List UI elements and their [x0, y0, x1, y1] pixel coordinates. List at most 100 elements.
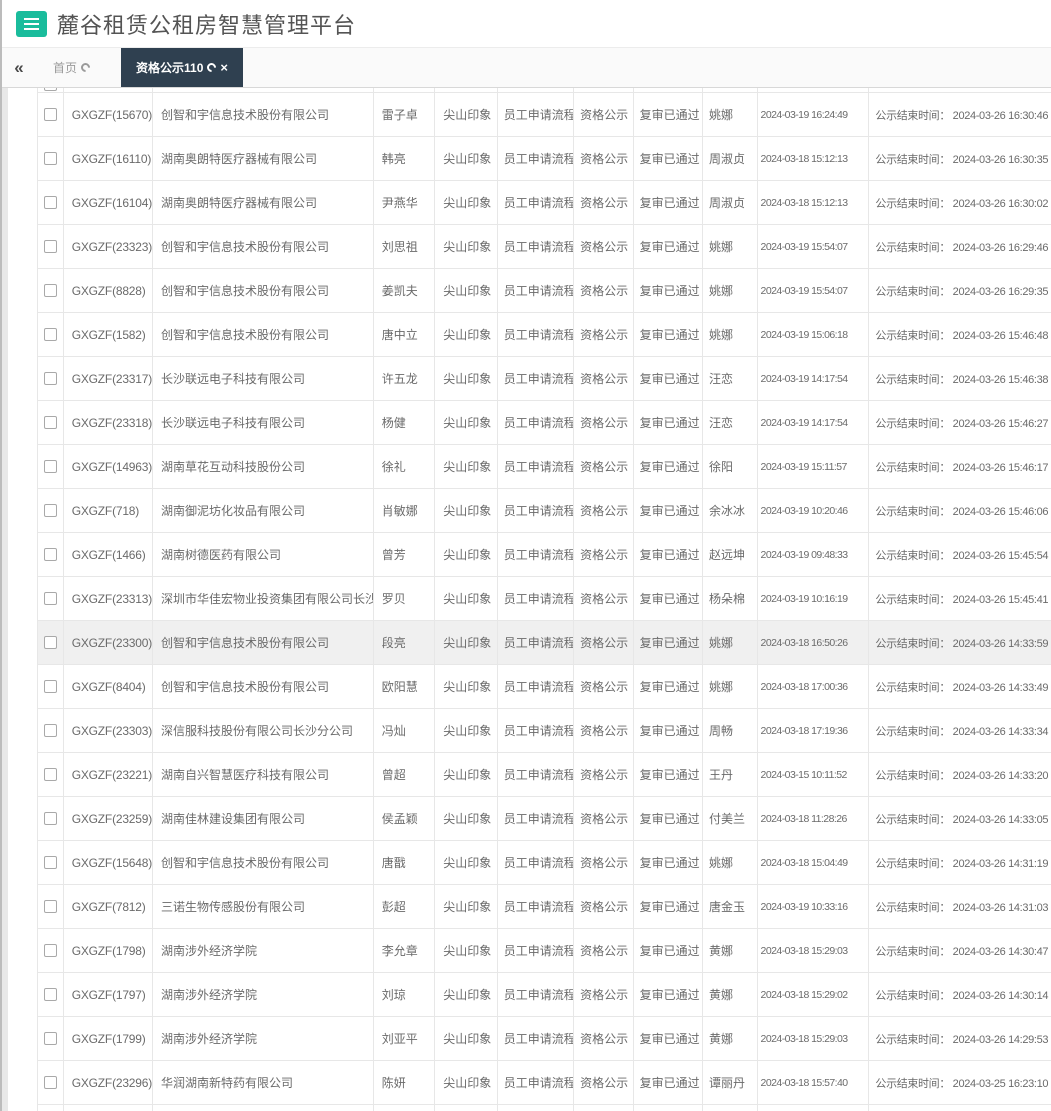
cell-applicant-name: 杨健 [374, 401, 436, 444]
cell-applicant-name: 彭超 [374, 885, 436, 928]
row-checkbox[interactable] [43, 988, 57, 1001]
cell-apply-time: 2024-03-18 15:29:02 [758, 973, 870, 1016]
table-row[interactable]: GXGZF(1799) 湖南涉外经济学院 刘亚平 尖山印象 员工申请流程 资格公… [37, 1017, 1051, 1061]
row-checkbox[interactable] [43, 88, 57, 91]
table-row[interactable]: GXGZF(16110) 湖南奥朗特医疗器械有限公司 韩亮 尖山印象 员工申请流… [37, 137, 1051, 181]
cell-applicant-name: 欧阳慧 [374, 665, 436, 708]
refresh-icon[interactable] [79, 61, 92, 74]
row-checkbox-cell [37, 753, 64, 796]
cell-project-name: 尖山印象 [435, 225, 498, 268]
row-checkbox[interactable] [43, 548, 57, 561]
table-row[interactable]: GXGZF(23318) 长沙联远电子科技有限公司 杨健 尖山印象 员工申请流程… [37, 401, 1051, 445]
table-row[interactable]: GXGZF(8404) 创智和宇信息技术股份有限公司 欧阳慧 尖山印象 员工申请… [37, 665, 1051, 709]
cell-publicity-end-time: 公示结束时间： 2024-03-26 14:33:34 [875, 725, 1049, 738]
row-checkbox[interactable] [43, 592, 57, 605]
cell-review-status: 复审已通过 [634, 841, 703, 884]
row-checkbox[interactable] [43, 724, 57, 737]
cell-applicant-name: 徐礼 [374, 445, 436, 488]
cell-company-name: 创智和宇信息技术股份有限公司 [153, 313, 374, 356]
row-checkbox[interactable] [43, 812, 57, 825]
table-row[interactable]: GXGZF(8828) 创智和宇信息技术股份有限公司 姜凯夫 尖山印象 员工申请… [37, 269, 1051, 313]
cell-project-name: 尖山印象 [435, 445, 498, 488]
row-checkbox[interactable] [43, 284, 57, 297]
table-row[interactable]: GXGZF(23303) 深信服科技股份有限公司长沙分公司 冯灿 尖山印象 员工… [37, 709, 1051, 753]
cell-apply-time: 2024-03-18 15:04:49 [758, 841, 870, 884]
table-row[interactable]: GXGZF(16104) 湖南奥朗特医疗器械有限公司 尹燕华 尖山印象 员工申请… [37, 181, 1051, 225]
cell-node-name: 资格公示 [574, 929, 634, 972]
row-checkbox-cell [37, 225, 64, 268]
hamburger-menu-icon[interactable] [16, 10, 47, 37]
refresh-icon[interactable] [205, 61, 219, 74]
row-checkbox[interactable] [43, 1032, 57, 1045]
table-row[interactable]: GXGZF(23323) 创智和宇信息技术股份有限公司 刘思祖 尖山印象 员工申… [37, 225, 1051, 269]
cell-publicity-end-time: 公示结束时间： 2024-03-26 16:30:02 [875, 197, 1049, 210]
row-checkbox[interactable] [43, 856, 57, 869]
row-checkbox-cell [37, 401, 64, 444]
table-row[interactable]: GXGZF(7812) 三诺生物传感股份有限公司 彭超 尖山印象 员工申请流程 … [37, 885, 1051, 929]
cell-operator-name: 姚娜 [703, 93, 758, 136]
cell-project-name: 尖山印象 [435, 489, 498, 532]
cell-applicant-name: 冯灿 [374, 709, 436, 752]
table-row[interactable]: GXGZF(23317) 长沙联远电子科技有限公司 许五龙 尖山印象 员工申请流… [37, 357, 1051, 401]
cell-application-code: GXGZF(15648) [64, 841, 153, 884]
row-checkbox[interactable] [43, 636, 57, 649]
collapse-tabs-icon[interactable]: « [14, 57, 24, 77]
row-checkbox[interactable] [43, 460, 57, 473]
cell-publicity-end-time: 公示结束时间： 2024-03-26 14:29:53 [875, 1033, 1049, 1046]
cell-node-name: 资格公示 [574, 841, 634, 884]
table-row[interactable]: GXGZF(15648) 创智和宇信息技术股份有限公司 唐戬 尖山印象 员工申请… [37, 841, 1051, 885]
table-row[interactable]: GXGZF(23221) 湖南自兴智慧医疗科技有限公司 曾超 尖山印象 员工申请… [37, 753, 1051, 797]
row-checkbox[interactable] [43, 944, 57, 957]
table-row[interactable]: GXGZF(1582) 创智和宇信息技术股份有限公司 唐中立 尖山印象 员工申请… [37, 313, 1051, 357]
row-checkbox[interactable] [43, 108, 57, 121]
table-row[interactable]: GXGZF(1798) 湖南涉外经济学院 李允章 尖山印象 员工申请流程 资格公… [37, 929, 1051, 973]
tab-home[interactable]: 首页 [36, 48, 107, 87]
tab-qualification-publicity[interactable]: 资格公示110 × [121, 48, 243, 87]
cell-node-name: 资格公示 [574, 357, 634, 400]
cell-node-name: 资格公示 [574, 533, 634, 576]
row-checkbox[interactable] [43, 680, 57, 693]
row-checkbox[interactable] [43, 1076, 57, 1089]
table-row[interactable]: GXGZF(23259) 湖南佳林建设集团有限公司 侯孟颖 尖山印象 员工申请流… [37, 797, 1051, 841]
table-row[interactable]: GXGZF(1797) 湖南涉外经济学院 刘琼 尖山印象 员工申请流程 资格公示… [37, 973, 1051, 1017]
cell-review-status: 复审已通过 [634, 401, 703, 444]
table-row[interactable]: GXGZF(1466) 湖南树德医药有限公司 曾芳 尖山印象 员工申请流程 资格… [37, 533, 1051, 577]
cell-operator-name: 汪恋 [703, 357, 758, 400]
cell-node-name: 资格公示 [574, 577, 634, 620]
row-checkbox[interactable] [43, 416, 57, 429]
cell-review-status: 复审已通过 [634, 93, 703, 136]
cell-publicity-end-time: 公示结束时间： 2024-03-26 15:46:38 [875, 373, 1049, 386]
cell-publicity-end-time: 公示结束时间： 2024-03-26 15:46:48 [875, 329, 1049, 342]
row-checkbox[interactable] [43, 504, 57, 517]
row-checkbox[interactable] [43, 328, 57, 341]
cell-publicity-end-time: 公示结束时间： 2024-03-26 15:45:54 [875, 549, 1049, 562]
cell-apply-time: 2024-03-15 10:11:52 [758, 753, 870, 796]
table-row[interactable]: GXGZF(718) 湖南御泥坊化妆品有限公司 肖敏娜 尖山印象 员工申请流程 … [37, 489, 1051, 533]
cell-flow-name: 员工申请流程 [498, 93, 575, 136]
cell-flow-name: 员工申请流程 [498, 665, 575, 708]
cell-review-status: 复审已通过 [634, 313, 703, 356]
table-row[interactable]: GXGZF(23313) 深圳市华佳宏物业投资集团有限公司长沙分公司 罗贝 尖山… [37, 577, 1051, 621]
row-checkbox[interactable] [43, 196, 57, 209]
cell-project-name: 尖山印象 [435, 621, 498, 664]
cell-review-status: 复审已通过 [634, 1061, 703, 1104]
cell-company-name: 湖南自兴智慧医疗科技有限公司 [153, 753, 374, 796]
row-checkbox[interactable] [43, 900, 57, 913]
cell-publicity-end-time: 公示结束时间： 2024-03-26 14:33:20 [875, 769, 1049, 782]
row-checkbox[interactable] [43, 152, 57, 165]
close-icon[interactable]: × [220, 60, 228, 75]
cell-application-code: GXGZF(15670) [64, 93, 153, 136]
cell-apply-time: 2024-03-18 15:29:03 [758, 1017, 870, 1060]
cell-company-name: 华润湖南新特药有限公司 [153, 1061, 374, 1104]
table-row[interactable]: GXGZF(15670) 创智和宇信息技术股份有限公司 雷子卓 尖山印象 员工申… [37, 93, 1051, 137]
table-row[interactable]: GXGZF(23300) 创智和宇信息技术股份有限公司 段亮 尖山印象 员工申请… [37, 621, 1051, 665]
row-checkbox-cell [37, 929, 64, 972]
row-checkbox[interactable] [43, 768, 57, 781]
cell-flow-name: 员工申请流程 [498, 709, 575, 752]
cell-flow-name: 员工申请流程 [498, 621, 575, 664]
table-row[interactable]: GXGZF(14963) 湖南草花互动科技股份公司 徐礼 尖山印象 员工申请流程… [37, 445, 1051, 489]
row-checkbox[interactable] [43, 240, 57, 253]
row-checkbox[interactable] [43, 372, 57, 385]
table-row[interactable]: GXGZF(23296) 华润湖南新特药有限公司 陈妍 尖山印象 员工申请流程 … [37, 1061, 1051, 1105]
